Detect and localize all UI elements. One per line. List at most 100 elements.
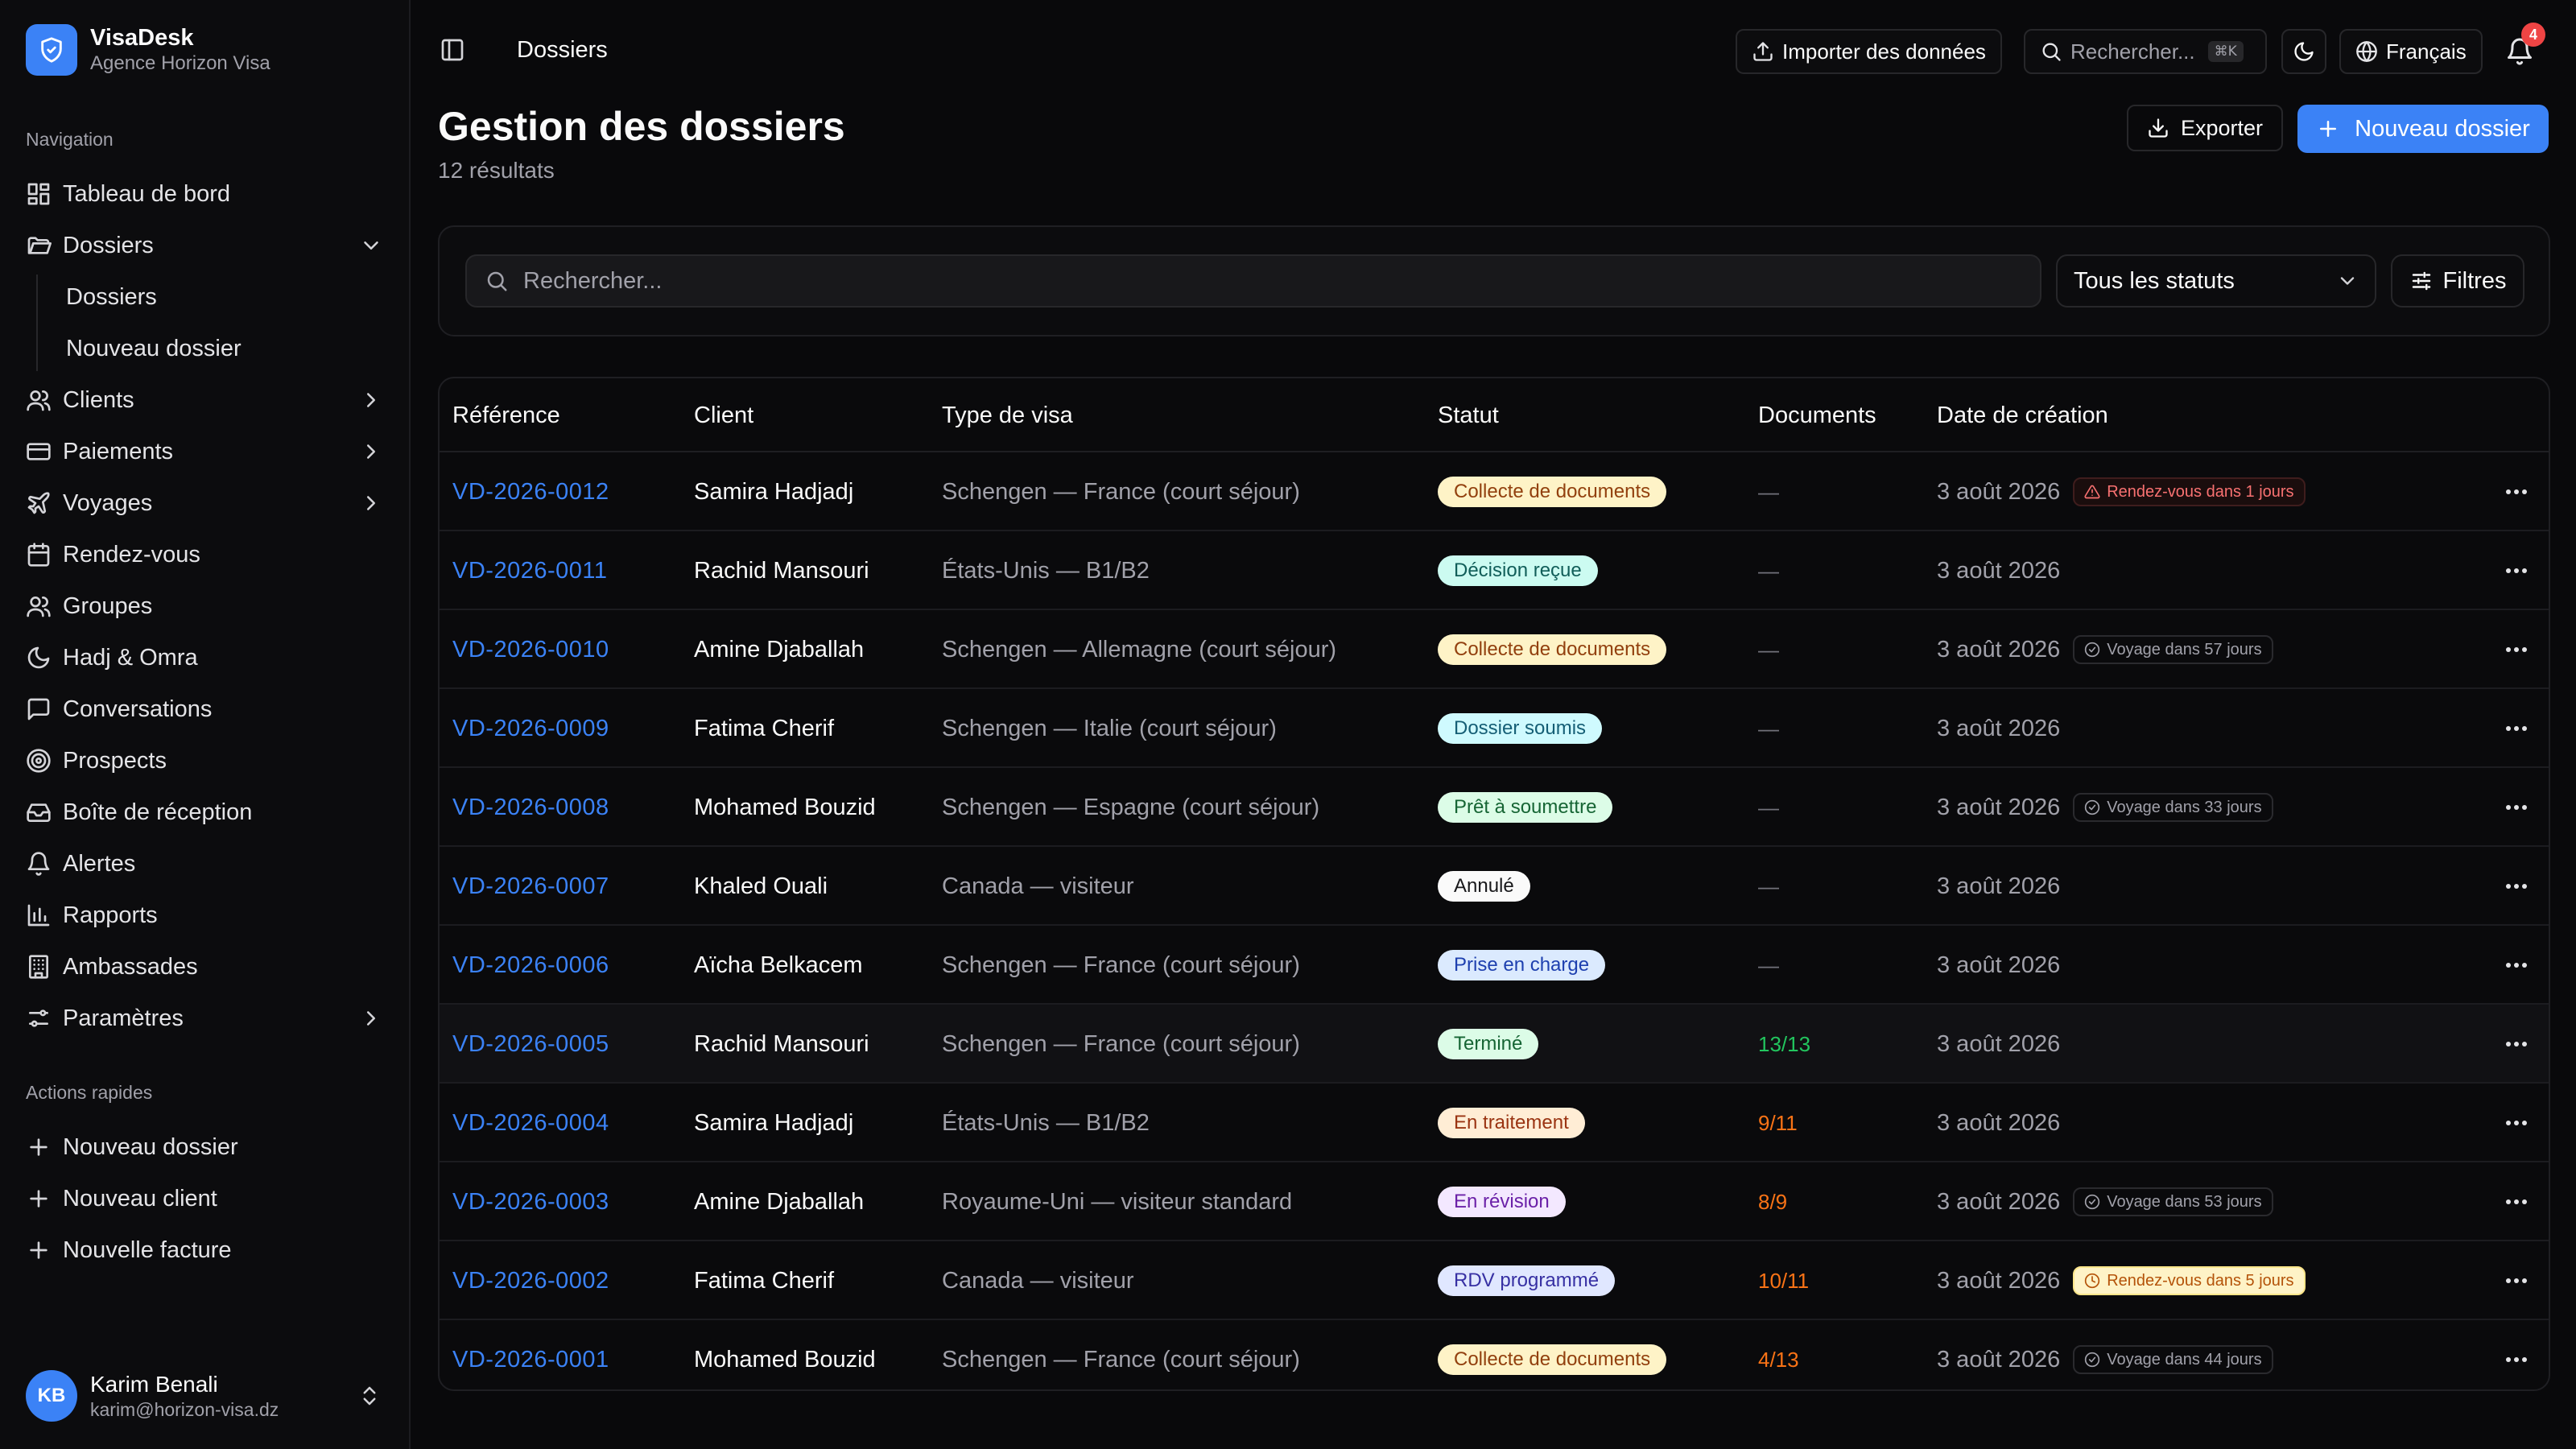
row-alert-tag-label: Rendez-vous dans 5 jours bbox=[2107, 1271, 2294, 1290]
chevron-right-icon bbox=[367, 444, 375, 459]
filters-button[interactable]: Filtres bbox=[2391, 254, 2524, 308]
sidebar-subitem-nouveau-dossier[interactable]: Nouveau dossier bbox=[66, 335, 242, 361]
table-row[interactable]: VD-2026-0003 Amine Djaballah Royaume-Uni —… bbox=[440, 1162, 2549, 1241]
sidebar-item-tableau-de-bord[interactable]: Tableau de bord bbox=[26, 168, 390, 220]
quick-action-nouvelle-facture[interactable]: Nouvelle facture bbox=[26, 1224, 390, 1276]
table-row[interactable]: VD-2026-0002 Fatima Cherif Canada — visite… bbox=[440, 1241, 2549, 1320]
dossier-reference-link[interactable]: VD-2026-0008 bbox=[452, 794, 609, 820]
row-actions-button[interactable] bbox=[2500, 1005, 2533, 1084]
row-actions-button[interactable] bbox=[2500, 452, 2533, 531]
column-header-visa-type[interactable]: Type de visa bbox=[942, 402, 1073, 428]
sidebar-item-parametres[interactable]: Paramètres bbox=[26, 993, 390, 1044]
notification-count-badge: 4 bbox=[2521, 23, 2545, 47]
status-badge: En traitement bbox=[1438, 1108, 1585, 1138]
dossier-reference-link[interactable]: VD-2026-0001 bbox=[452, 1346, 609, 1373]
quick-action-label: Nouveau client bbox=[63, 1185, 217, 1212]
row-actions-button[interactable] bbox=[2500, 847, 2533, 926]
more-horizontal-icon bbox=[2506, 963, 2527, 968]
table-row[interactable]: VD-2026-0005 Rachid Mansouri Schengen — Fr… bbox=[440, 1005, 2549, 1084]
column-header-status[interactable]: Statut bbox=[1438, 402, 1499, 428]
dossiers-table: Référence Client Type de visa Statut Doc… bbox=[438, 377, 2550, 1391]
chevrons-up-down-icon bbox=[363, 1386, 376, 1406]
table-row[interactable]: VD-2026-0007 Khaled Ouali Canada — visiteu… bbox=[440, 847, 2549, 926]
dossier-reference-link[interactable]: VD-2026-0010 bbox=[452, 636, 609, 663]
dossier-reference-link[interactable]: VD-2026-0009 bbox=[452, 715, 609, 741]
creation-date: 3 août 2026 bbox=[1937, 1346, 2061, 1373]
row-actions-button[interactable] bbox=[2500, 1084, 2533, 1162]
global-search-button[interactable]: Rechercher... ⌘K bbox=[2024, 29, 2267, 74]
visa-type: Canada — visiteur bbox=[942, 873, 1134, 899]
language-select[interactable]: Français bbox=[2339, 29, 2483, 74]
column-header-client[interactable]: Client bbox=[694, 402, 754, 428]
sidebar-item-alertes[interactable]: Alertes bbox=[26, 838, 390, 890]
status-cell: Collecte de documents bbox=[1438, 1320, 1667, 1389]
dossier-reference-link[interactable]: VD-2026-0006 bbox=[452, 952, 609, 978]
row-actions-button[interactable] bbox=[2500, 1320, 2533, 1389]
dossier-reference-link[interactable]: VD-2026-0003 bbox=[452, 1188, 609, 1215]
import-data-button[interactable]: Importer des données bbox=[1736, 29, 2002, 74]
quick-action-nouveau-dossier[interactable]: Nouveau dossier bbox=[26, 1121, 390, 1173]
dossier-reference-link[interactable]: VD-2026-0002 bbox=[452, 1267, 609, 1294]
quick-action-nouveau-client[interactable]: Nouveau client bbox=[26, 1173, 390, 1224]
status-filter-value: Tous les statuts bbox=[2074, 267, 2235, 294]
sidebar-item-label: Rendez-vous bbox=[63, 541, 200, 568]
user-menu[interactable]: KB Karim Benali karim@horizon-visa.dz bbox=[26, 1364, 390, 1428]
sidebar-item-paiements[interactable]: Paiements bbox=[26, 426, 390, 477]
bell-icon[interactable] bbox=[2505, 37, 2534, 66]
column-header-documents[interactable]: Documents bbox=[1758, 402, 1876, 428]
row-actions-button[interactable] bbox=[2500, 1241, 2533, 1320]
sidebar-item-boite-de-reception[interactable]: Boîte de réception bbox=[26, 786, 390, 838]
table-row[interactable]: VD-2026-0010 Amine Djaballah Schengen — Al… bbox=[440, 610, 2549, 689]
table-row[interactable]: VD-2026-0012 Samira Hadjadj Schengen — Fra… bbox=[440, 452, 2549, 531]
column-header-date[interactable]: Date de création bbox=[1937, 402, 2108, 428]
row-actions-button[interactable] bbox=[2500, 926, 2533, 1005]
status-badge: Terminé bbox=[1438, 1029, 1539, 1059]
row-actions-button[interactable] bbox=[2500, 1162, 2533, 1241]
row-actions-button[interactable] bbox=[2500, 689, 2533, 768]
table-row[interactable]: VD-2026-0008 Mohamed Bouzid Schengen — Esp… bbox=[440, 768, 2549, 847]
row-actions-button[interactable] bbox=[2500, 768, 2533, 847]
dossiers-subtree: Dossiers Nouveau dossier bbox=[26, 271, 390, 374]
row-actions-button[interactable] bbox=[2500, 610, 2533, 689]
sidebar-item-rapports[interactable]: Rapports bbox=[26, 890, 390, 941]
client-name: Rachid Mansouri bbox=[694, 1030, 869, 1057]
sidebar-item-voyages[interactable]: Voyages bbox=[26, 477, 390, 529]
table-row[interactable]: VD-2026-0004 Samira Hadjadj États-Unis — B… bbox=[440, 1084, 2549, 1162]
import-data-label: Importer des données bbox=[1782, 39, 1986, 64]
sidebar-subitem-dossiers[interactable]: Dossiers bbox=[66, 283, 157, 310]
status-filter-select[interactable]: Tous les statuts bbox=[2056, 254, 2376, 308]
sidebar-item-dossiers[interactable]: Dossiers bbox=[26, 220, 390, 271]
brand[interactable]: VisaDesk Agence Horizon Visa bbox=[26, 24, 270, 76]
search-field[interactable] bbox=[465, 254, 2041, 308]
sidebar-toggle-icon[interactable] bbox=[440, 37, 465, 63]
column-header-reference[interactable]: Référence bbox=[452, 402, 560, 428]
table-row[interactable]: VD-2026-0006 Aïcha Belkacem Schengen — Fra… bbox=[440, 926, 2549, 1005]
table-row[interactable]: VD-2026-0009 Fatima Cherif Schengen — Ital… bbox=[440, 689, 2549, 768]
quick-action-label: Nouvelle facture bbox=[63, 1236, 232, 1263]
search-input[interactable] bbox=[523, 267, 2021, 295]
status-cell: Dossier soumis bbox=[1438, 689, 1603, 768]
export-button[interactable]: Exporter bbox=[2127, 105, 2283, 151]
chevron-down-icon bbox=[2340, 277, 2355, 285]
sidebar-item-groupes[interactable]: Groupes bbox=[26, 580, 390, 632]
dossier-reference-link[interactable]: VD-2026-0007 bbox=[452, 873, 609, 899]
sidebar-item-hadj-omra[interactable]: Hadj & Omra bbox=[26, 632, 390, 683]
dossier-reference-link[interactable]: VD-2026-0012 bbox=[452, 478, 609, 505]
creation-date: 3 août 2026 bbox=[1937, 1188, 2061, 1215]
row-alert-tag-label: Rendez-vous dans 1 jours bbox=[2107, 482, 2294, 501]
theme-toggle-button[interactable] bbox=[2281, 29, 2326, 74]
dossier-reference-link[interactable]: VD-2026-0004 bbox=[452, 1109, 609, 1136]
sidebar-item-clients[interactable]: Clients bbox=[26, 374, 390, 426]
sidebar-item-prospects[interactable]: Prospects bbox=[26, 735, 390, 786]
table-row[interactable]: VD-2026-0001 Mohamed Bouzid Schengen — Fra… bbox=[440, 1320, 2549, 1389]
new-dossier-button[interactable]: Nouveau dossier bbox=[2297, 105, 2549, 153]
sidebar-item-rendez-vous[interactable]: Rendez-vous bbox=[26, 529, 390, 580]
sidebar-item-ambassades[interactable]: Ambassades bbox=[26, 941, 390, 993]
more-horizontal-icon bbox=[2506, 647, 2527, 652]
sidebar-item-conversations[interactable]: Conversations bbox=[26, 683, 390, 735]
breadcrumb[interactable]: Dossiers bbox=[517, 37, 608, 63]
table-row[interactable]: VD-2026-0011 Rachid Mansouri États-Unis — … bbox=[440, 531, 2549, 610]
dossier-reference-link[interactable]: VD-2026-0005 bbox=[452, 1030, 609, 1057]
dossier-reference-link[interactable]: VD-2026-0011 bbox=[452, 557, 608, 584]
row-actions-button[interactable] bbox=[2500, 531, 2533, 610]
